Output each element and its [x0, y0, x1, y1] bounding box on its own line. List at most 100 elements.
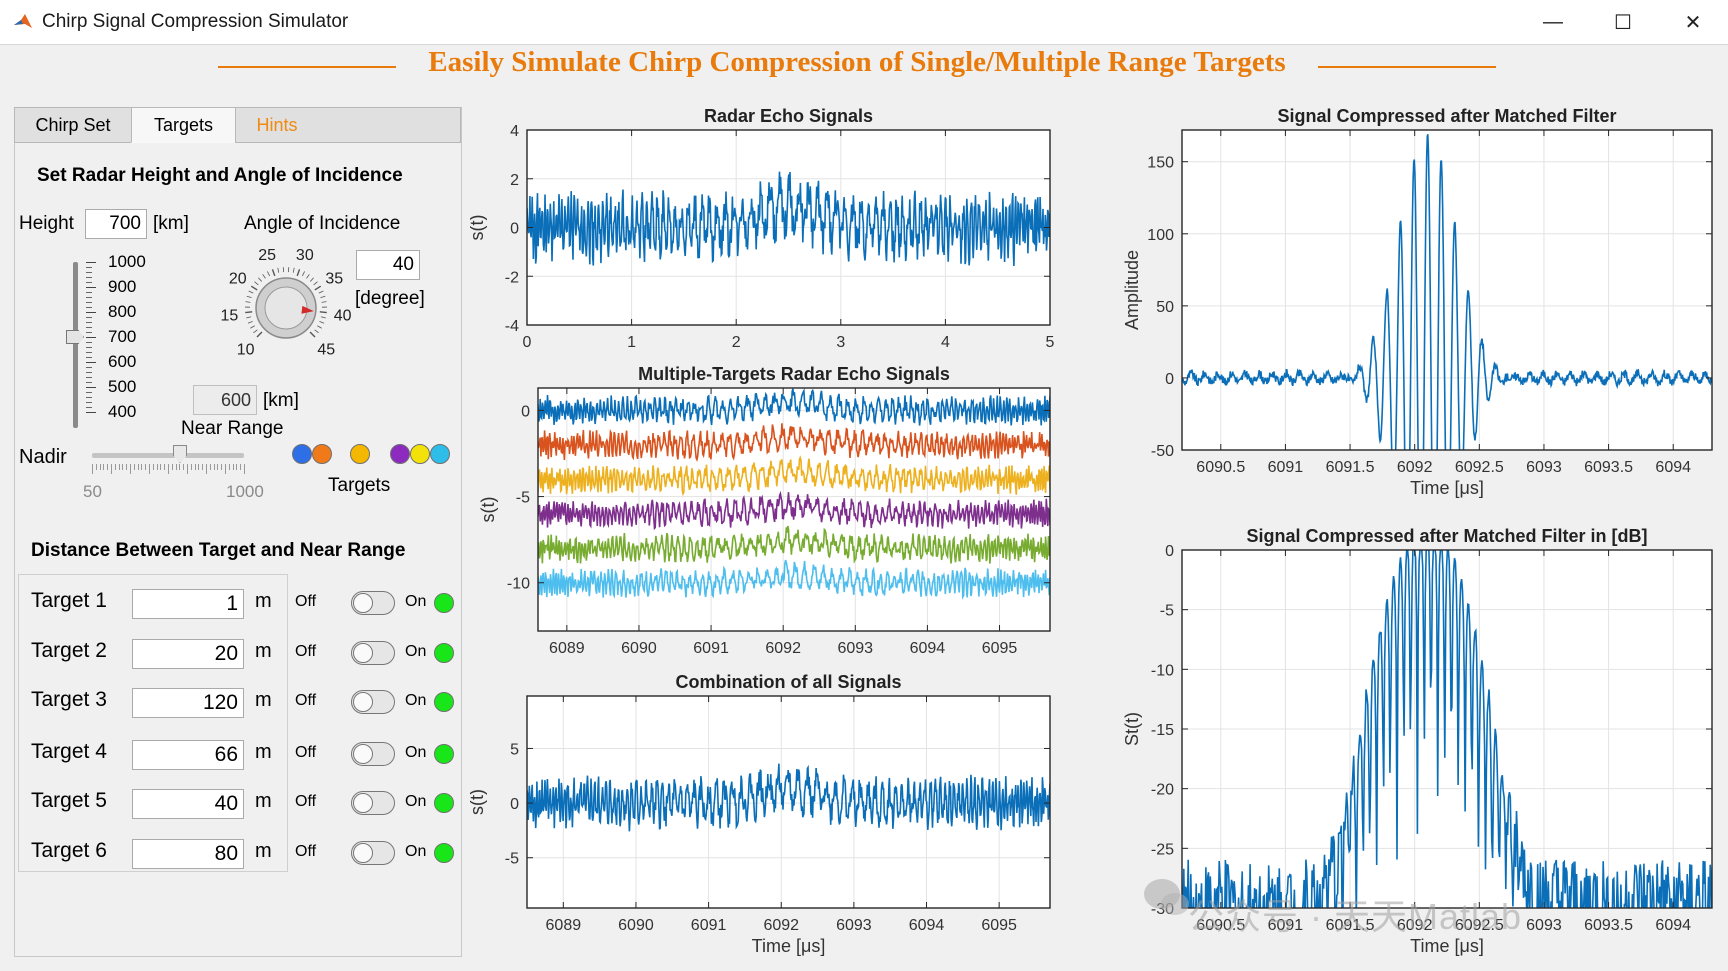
- series-line-target-1: [538, 388, 1050, 426]
- target-distance-input[interactable]: 80: [132, 839, 244, 869]
- y-tick-label: 100: [1147, 227, 1174, 244]
- nadir-minor-tick: [198, 464, 200, 470]
- toggle-knob[interactable]: [353, 744, 373, 764]
- matlab-icon: [14, 14, 32, 28]
- target-distance-input[interactable]: 120: [132, 688, 244, 718]
- target-status-lamp: [434, 643, 454, 663]
- toggle-knob[interactable]: [353, 692, 373, 712]
- toggle-knob[interactable]: [353, 793, 373, 813]
- height-minor-tick: [86, 302, 92, 303]
- knob-tick-label: 45: [317, 341, 335, 358]
- maximize-button[interactable]: ☐: [1588, 0, 1658, 44]
- toggle-off-label: Off: [295, 843, 317, 860]
- y-axis-label: St(t): [1122, 712, 1142, 746]
- nadir-minor-tick: [95, 464, 97, 470]
- nadir-major-tick: [92, 464, 93, 474]
- target-toggle-switch[interactable]: [351, 641, 395, 665]
- knob-minor-tick: [246, 316, 252, 319]
- height-minor-tick: [86, 322, 92, 323]
- height-slider-thumb[interactable]: [66, 330, 84, 344]
- minimize-icon: —: [1543, 10, 1563, 33]
- toggle-knob[interactable]: [353, 643, 373, 663]
- matched-filter-plot[interactable]: 6090.5 6091 6091.5 6092 6092.5 6093 6093.5 6094…: [1110, 100, 1722, 510]
- y-tick-label: 0: [510, 796, 519, 813]
- x-tick-label: 4: [941, 334, 950, 351]
- matched-filter-db-plot[interactable]: 6090.5 6091 6091.5 6092 6092.5 6093 6093.5 6094…: [1110, 516, 1722, 969]
- target-distance-input[interactable]: 40: [132, 789, 244, 819]
- height-major-tick: [86, 362, 96, 363]
- knob-minor-tick: [253, 329, 258, 334]
- target-distance-input[interactable]: 1: [132, 589, 244, 619]
- angle-label: Angle of Incidence: [244, 213, 401, 234]
- height-minor-tick: [86, 307, 92, 308]
- nadir-minor-tick: [137, 464, 139, 470]
- nadir-minor-tick: [236, 464, 238, 470]
- toggle-knob[interactable]: [353, 593, 373, 613]
- target-lamp: [292, 444, 312, 464]
- knob-major-tick: [319, 311, 327, 314]
- window-title: Chirp Signal Compression Simulator: [42, 11, 349, 32]
- target-toggle-switch[interactable]: [351, 690, 395, 714]
- y-tick-label: 0: [1165, 543, 1174, 560]
- height-minor-tick: [86, 347, 92, 348]
- series-line-echo: [527, 171, 1050, 267]
- close-button[interactable]: ✕: [1658, 0, 1728, 44]
- target-distance-unit: m: [255, 741, 272, 763]
- series-line-target-2: [538, 423, 1050, 462]
- x-tick-label: 6093: [1526, 917, 1562, 934]
- knob-major-tick: [309, 331, 316, 338]
- knob-major-tick: [271, 269, 276, 277]
- nadir-min-label: 50: [83, 482, 102, 501]
- window-title-bar[interactable]: Chirp Signal Compression Simulator — ☐ ✕: [0, 0, 1728, 45]
- target-distance-box: [18, 574, 288, 872]
- height-slider-track[interactable]: [73, 262, 78, 428]
- tab-targets[interactable]: Targets: [131, 107, 236, 143]
- target-toggle-switch[interactable]: [351, 791, 395, 815]
- nadir-minor-tick: [202, 464, 204, 470]
- nadir-minor-tick: [99, 464, 101, 470]
- nadir-minor-tick: [240, 464, 242, 470]
- nadir-minor-tick: [190, 464, 192, 470]
- nadir-major-tick: [244, 464, 245, 474]
- knob-minor-tick: [320, 295, 326, 299]
- angle-unit: [degree]: [355, 288, 425, 309]
- target-distance-input[interactable]: 66: [132, 740, 244, 770]
- series-line-target-4: [538, 490, 1050, 531]
- combined-signals-plot[interactable]: 6089 6090 6091 6092 6093 6094 6095 -5 0 5 Combinat…: [470, 666, 1120, 969]
- knob-minor-tick: [314, 329, 319, 334]
- knob-tick-label: 25: [258, 247, 276, 264]
- nadir-major-tick: [111, 464, 112, 474]
- nadir-slider-thumb[interactable]: [173, 445, 187, 463]
- y-axis-label: s(t): [470, 215, 487, 241]
- height-minor-tick: [86, 377, 92, 378]
- knob-minor-tick: [301, 271, 305, 277]
- plot-frame: [526, 695, 1051, 909]
- knob-minor-tick: [319, 321, 325, 324]
- nadir-minor-tick: [133, 464, 135, 470]
- target-toggle-switch[interactable]: [351, 591, 395, 615]
- nadir-minor-tick: [221, 464, 223, 470]
- height-minor-tick: [86, 357, 92, 358]
- target-toggle-switch[interactable]: [351, 841, 395, 865]
- tab-chirp-set[interactable]: Chirp Set: [14, 107, 132, 143]
- tab-hints[interactable]: Hints: [235, 107, 319, 143]
- height-minor-tick: [86, 327, 92, 328]
- target-distance-input[interactable]: 20: [132, 639, 244, 669]
- x-tick-label: 6092: [765, 640, 801, 657]
- nadir-slider-track[interactable]: [92, 453, 244, 458]
- angle-input[interactable]: 40: [356, 250, 420, 280]
- nadir-major-tick: [225, 464, 226, 474]
- angle-knob[interactable]: 10 15 20 25 30 35 40 45: [208, 244, 358, 364]
- nadir-minor-tick: [209, 464, 211, 470]
- multi-target-echo-plot[interactable]: 6089 6090 6091 6092 6093 6094 6095 -10 -5 0 Multip…: [470, 360, 1120, 670]
- height-minor-tick: [86, 382, 92, 383]
- toggle-knob[interactable]: [353, 843, 373, 863]
- height-minor-tick: [86, 367, 92, 368]
- minimize-button[interactable]: —: [1518, 0, 1588, 44]
- target-lamp: [390, 444, 410, 464]
- y-tick-label: -5: [1160, 603, 1174, 620]
- radar-echo-plot[interactable]: 0 1 2 3 4 5 -4 -2 0 2 4 Radar Echo Signals s(t): [470, 100, 1120, 368]
- target-toggle-switch[interactable]: [351, 742, 395, 766]
- height-input[interactable]: 700: [85, 209, 147, 239]
